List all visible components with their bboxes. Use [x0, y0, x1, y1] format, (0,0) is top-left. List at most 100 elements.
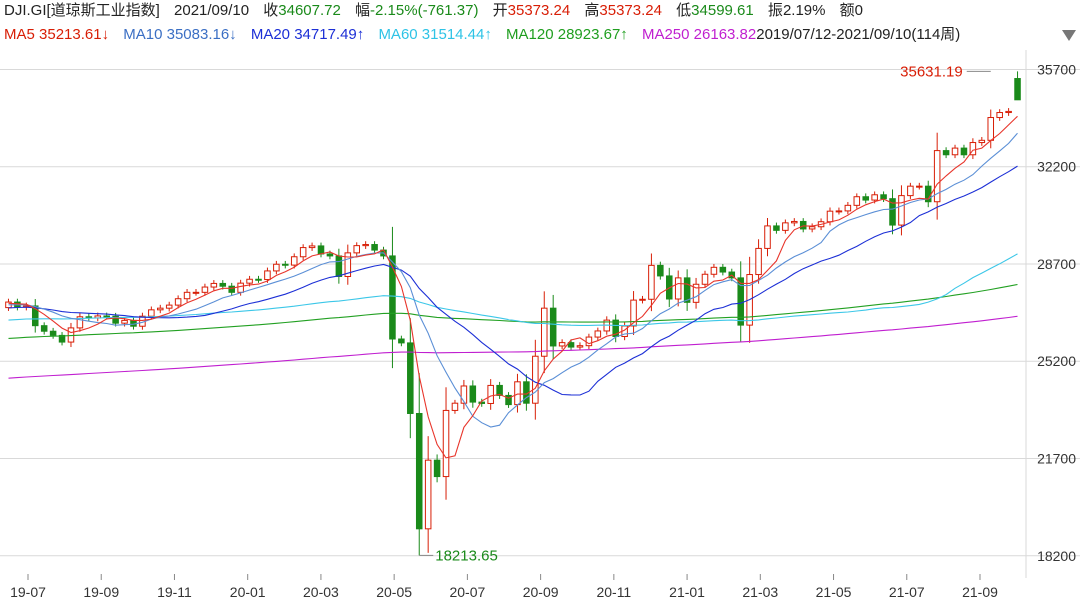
candle-body — [282, 263, 289, 266]
candle-body — [996, 112, 1003, 119]
x-tick-label: 21-03 — [742, 584, 778, 600]
y-tick-label: 32200 — [1037, 159, 1076, 175]
candle-body — [907, 185, 914, 197]
candle-body — [219, 282, 227, 287]
candle-body — [76, 316, 84, 329]
candle-body — [532, 355, 539, 404]
ma20-legend: MA20 34717.49↑ — [250, 26, 365, 43]
candle-body — [299, 247, 307, 258]
ma10-legend: MA10 35083.16↓ — [123, 26, 237, 43]
x-tick-label: 19-07 — [10, 584, 46, 600]
date-range-label: 2019/07/12-2021/09/10(114周) — [756, 26, 961, 43]
candle-body — [880, 194, 887, 200]
candle-body — [630, 299, 637, 327]
candle-body — [826, 210, 834, 223]
x-tick-label: 20-09 — [523, 584, 559, 600]
candle-body — [273, 263, 280, 272]
candle-body — [710, 266, 718, 275]
candle-body — [326, 253, 334, 257]
x-tick-label: 20-07 — [449, 584, 485, 600]
candle-body — [540, 307, 548, 357]
candle-body — [353, 245, 360, 254]
candle-body — [433, 459, 441, 478]
candle-body — [933, 150, 941, 203]
candle-body — [764, 225, 771, 249]
ma250-line — [8, 315, 1018, 379]
candle-body — [371, 244, 378, 251]
candle-body — [103, 315, 110, 318]
candle-body — [415, 412, 423, 530]
x-tick-label: 20-01 — [230, 584, 266, 600]
candle-body — [835, 210, 843, 213]
candle-body — [237, 282, 244, 293]
y-tick-label: 25200 — [1037, 353, 1076, 369]
low-label: 低 — [676, 2, 692, 19]
candle-body — [335, 255, 343, 277]
candle-body — [791, 220, 798, 224]
change-label: 幅 — [355, 2, 371, 19]
candle-body — [317, 245, 325, 255]
change-value: -2.15%(-761.37) — [370, 2, 479, 19]
candle-body — [201, 286, 209, 293]
candle-body — [951, 147, 959, 156]
candle-body — [264, 270, 271, 281]
candle-body — [969, 142, 977, 156]
x-tick-label: 20-05 — [376, 584, 412, 600]
candle-body — [255, 278, 262, 281]
x-tick-label: 21-05 — [816, 584, 852, 600]
candle-body — [701, 273, 709, 285]
y-tick-label: 28700 — [1037, 256, 1076, 272]
candle-body — [799, 220, 807, 230]
candle-body — [121, 319, 128, 324]
candle-body — [916, 185, 923, 188]
ma-legend: MA5 35213.61↓ MA10 35083.16↓ MA20 34717.… — [4, 24, 960, 46]
candle-body — [674, 277, 682, 300]
candle-body — [451, 402, 459, 411]
candle-body — [478, 401, 486, 404]
candle-body — [514, 381, 521, 406]
candle-body — [58, 334, 66, 343]
y-tick-label: 18200 — [1037, 548, 1076, 564]
dropdown-arrow-icon[interactable] — [1062, 30, 1076, 41]
quote-header: DJI.GI[道琼斯工业指数] 2021/09/10 收34607.72 幅-2… — [4, 0, 863, 22]
candle-body — [308, 245, 316, 249]
candle-body — [40, 325, 48, 332]
candle-body — [424, 459, 432, 530]
ma60-line — [8, 253, 1018, 327]
close-label: 收 — [263, 2, 279, 19]
candle-body — [567, 342, 575, 348]
candle-body — [174, 298, 182, 306]
low-value: 34599.61 — [691, 2, 754, 19]
candle-body — [344, 252, 352, 277]
candle-body — [657, 264, 664, 277]
candle-body — [183, 291, 191, 300]
amplitude-value: 2.19% — [782, 2, 826, 19]
candle-body — [460, 385, 468, 404]
amount-value: 0 — [854, 2, 864, 19]
amplitude-label: 振 — [767, 2, 783, 19]
ma60-legend: MA60 31514.44↑ — [378, 26, 492, 43]
ma120-legend: MA120 28923.67↑ — [506, 26, 628, 43]
candle-body — [639, 298, 646, 301]
x-tick-label: 21-01 — [669, 584, 705, 600]
high-label: 高 — [584, 2, 600, 19]
candle-body — [585, 336, 593, 347]
candle-body — [871, 194, 878, 201]
candle-body — [648, 264, 655, 300]
ma5-line — [8, 115, 1018, 459]
close-value: 34607.72 — [278, 2, 341, 19]
candle-body — [469, 385, 477, 403]
candle-body — [505, 394, 512, 406]
candle-body — [844, 204, 852, 212]
candle-body — [1014, 78, 1021, 101]
ma5-legend: MA5 35213.61↓ — [4, 26, 110, 43]
x-tick-label: 21-09 — [962, 584, 998, 600]
symbol-label: DJI.GI[道琼斯工业指数] — [4, 2, 160, 19]
amount-label: 额 — [839, 2, 855, 19]
open-value: 35373.24 — [507, 2, 571, 19]
candle-body — [398, 338, 405, 344]
candle-body — [853, 196, 861, 206]
candle-body — [228, 285, 235, 293]
candle-body — [165, 304, 173, 309]
